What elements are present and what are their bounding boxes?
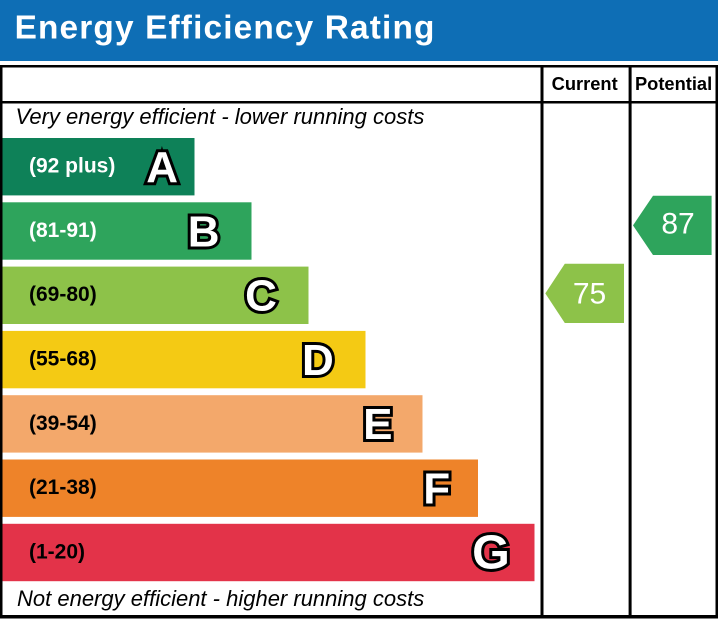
svg-text:(81-91): (81-91) [29,219,97,242]
svg-text:Current: Current [552,73,618,94]
svg-text:E: E [363,400,392,449]
svg-text:Not energy efficient - higher: Not energy efficient - higher running co… [17,586,424,611]
svg-text:F: F [423,465,450,514]
svg-text:75: 75 [573,278,606,311]
svg-text:(55-68): (55-68) [29,348,97,371]
svg-text:(92 plus): (92 plus) [29,155,115,178]
svg-text:C: C [245,272,277,321]
svg-text:(39-54): (39-54) [29,412,97,435]
svg-text:D: D [302,336,334,385]
svg-text:(21-38): (21-38) [29,476,97,499]
svg-text:87: 87 [661,208,694,241]
svg-text:B: B [188,207,220,256]
svg-text:Very energy efficient - lower: Very energy efficient - lower running co… [16,104,425,129]
svg-text:(1-20): (1-20) [29,540,85,563]
svg-text:Energy Efficiency Rating: Energy Efficiency Rating [15,9,436,46]
svg-text:A: A [146,143,178,192]
svg-text:(69-80): (69-80) [29,283,97,306]
svg-text:G: G [472,526,510,580]
svg-text:Potential: Potential [635,73,712,94]
